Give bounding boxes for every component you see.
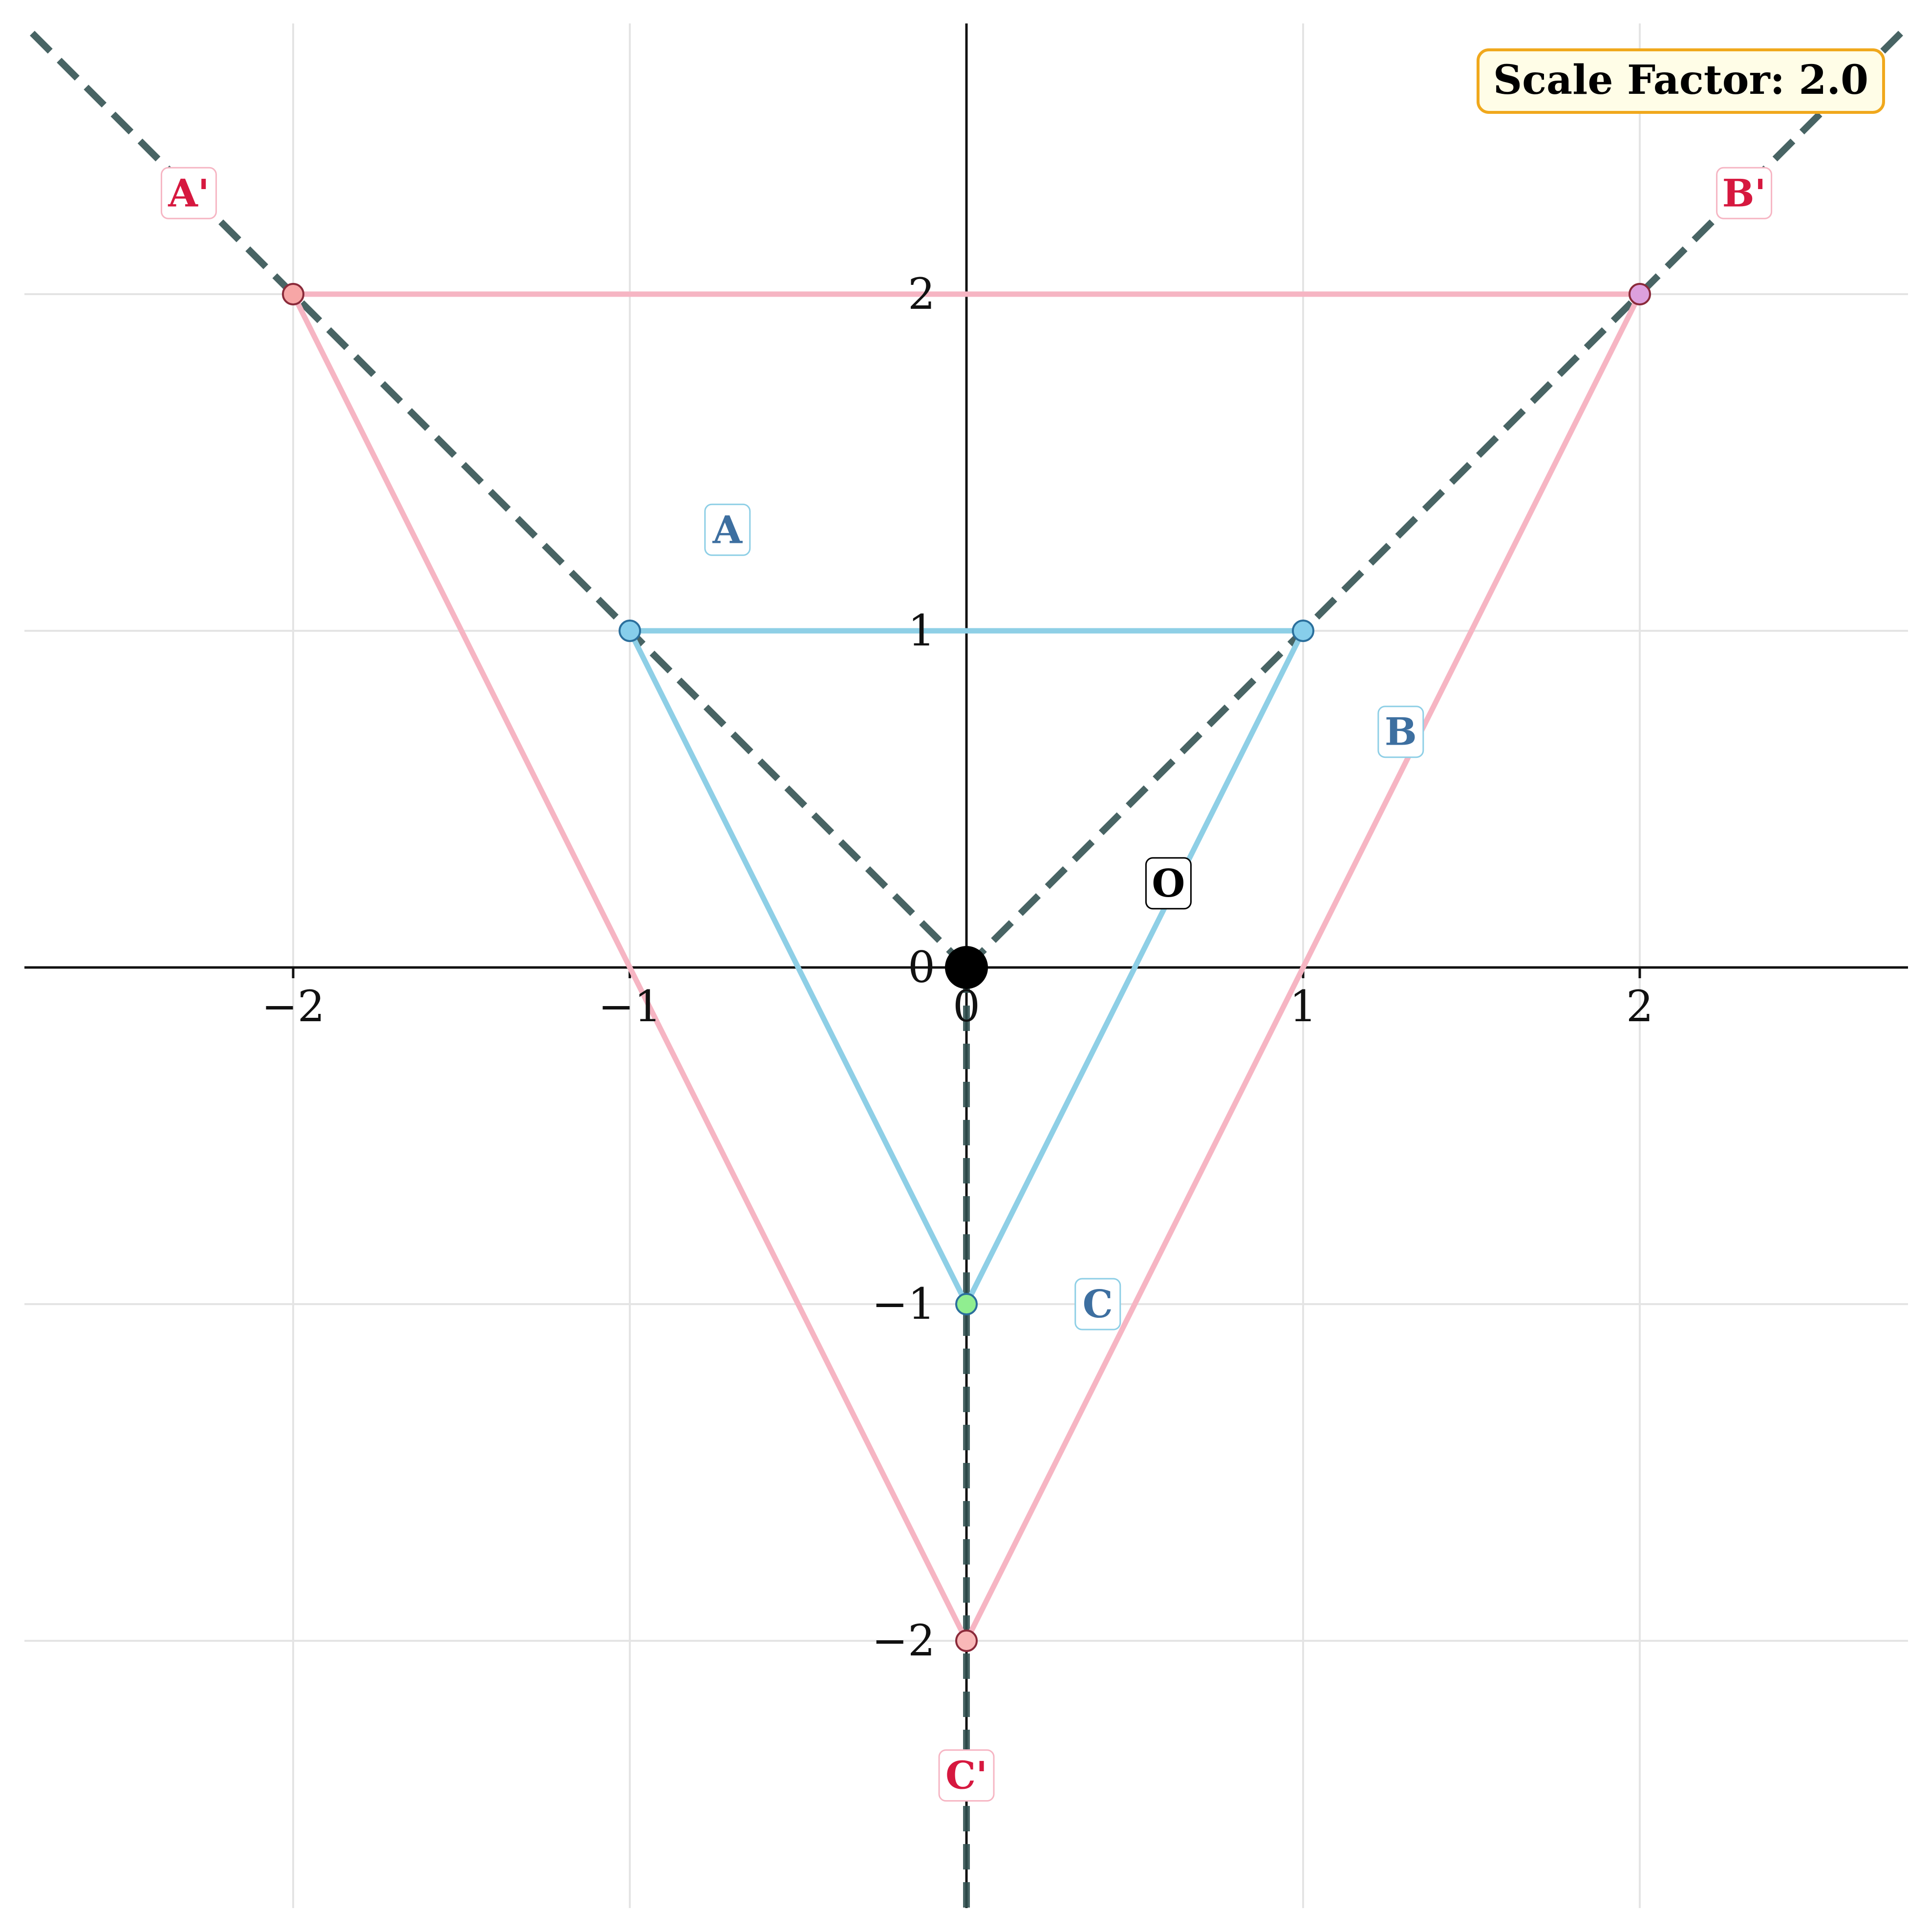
original-vertex-label-box <box>704 503 751 556</box>
scale-factor-text: Scale Factor: 2.0 <box>1493 57 1868 104</box>
image-vertex-label-text: B' <box>1722 171 1766 215</box>
triangles <box>289 291 1644 1647</box>
y-tick-label: −2 <box>872 1615 935 1666</box>
original-vertex-point <box>619 620 641 642</box>
image-vertex-label: C' <box>938 1749 995 1802</box>
x-tick-label: 2 <box>1626 981 1653 1031</box>
image-vertex-point <box>955 1630 978 1652</box>
image-vertex-label-box <box>938 1749 995 1802</box>
x-tick-label: 0 <box>953 981 980 1031</box>
image-vertex-label-text: C' <box>945 1754 987 1798</box>
original-vertex-label-box <box>1377 706 1424 758</box>
original-vertex-point <box>955 1293 978 1315</box>
tick-labels: −2 −1 0 1 2 −2 −1 0 1 2 <box>261 269 1653 1666</box>
x-tick-label: −1 <box>598 981 662 1031</box>
y-tick-label: 0 <box>908 942 935 992</box>
original-vertex-label-text: A <box>712 508 743 552</box>
image-vertex-label-box <box>160 167 217 219</box>
x-tick-label: 1 <box>1289 981 1317 1031</box>
center-label-text: O <box>1152 861 1185 906</box>
y-tick-label: 2 <box>908 269 935 319</box>
image-vertex-label-box <box>1716 167 1773 219</box>
y-tick-label: 1 <box>908 605 935 656</box>
original-vertex-label: C <box>1074 1278 1121 1331</box>
original-vertex-label-text: C <box>1083 1282 1113 1327</box>
center-label-box <box>1145 857 1192 910</box>
original-vertex-label-box <box>1074 1278 1121 1331</box>
y-tick-label: −1 <box>872 1279 935 1329</box>
original-triangle <box>625 628 1308 1310</box>
image-triangle <box>289 291 1644 1647</box>
vertex-labels: A B C A' B' C' O <box>160 167 1773 1802</box>
center-label: O <box>1145 857 1192 910</box>
image-vertex-label: B' <box>1716 167 1773 219</box>
image-vertex-label-text: A' <box>168 171 209 215</box>
scale-factor-box <box>1477 48 1885 114</box>
x-tick-label: −2 <box>261 981 325 1031</box>
scale-factor-annotation: Scale Factor: 2.0 <box>1477 48 1885 114</box>
image-vertex-point <box>282 283 304 305</box>
vertex-points <box>282 283 1651 1652</box>
image-vertex-label: A' <box>160 167 217 219</box>
original-vertex-label-text: B <box>1385 710 1417 754</box>
center-point <box>945 946 988 989</box>
dilation-ray <box>964 22 1912 970</box>
dilation-ray <box>21 22 969 970</box>
original-vertex-label: A <box>704 503 751 556</box>
image-vertex-point <box>1629 283 1651 305</box>
original-vertex-point <box>1292 620 1314 642</box>
original-vertex-label: B <box>1377 706 1424 758</box>
